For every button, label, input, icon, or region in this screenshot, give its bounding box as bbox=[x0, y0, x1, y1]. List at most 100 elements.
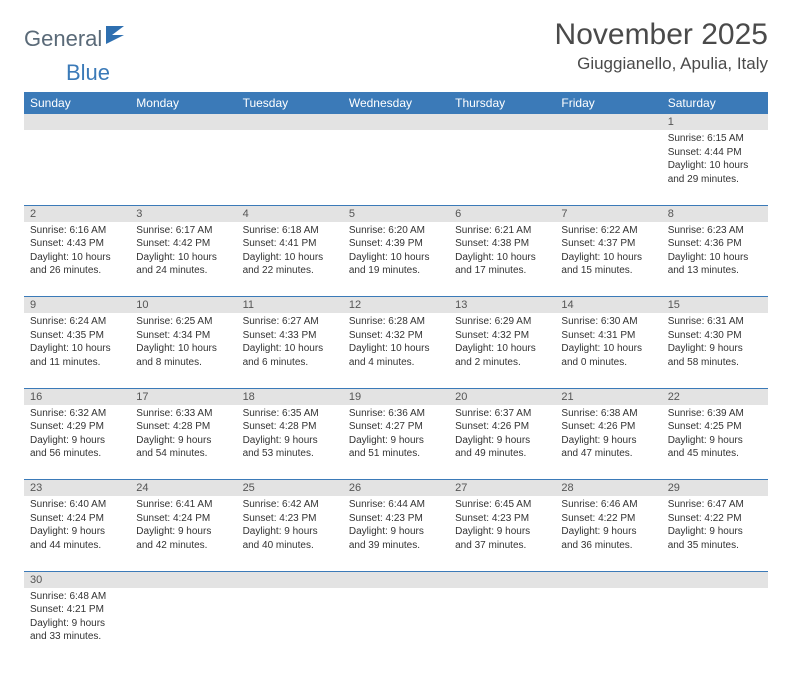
day-number: 5 bbox=[343, 205, 449, 222]
day-number: 7 bbox=[555, 205, 661, 222]
day-cell: Sunrise: 6:20 AMSunset: 4:39 PMDaylight:… bbox=[343, 222, 449, 297]
day-number-row: 1 bbox=[24, 114, 768, 130]
day-cell bbox=[130, 588, 236, 663]
day-cell: Sunrise: 6:44 AMSunset: 4:23 PMDaylight:… bbox=[343, 496, 449, 571]
day-number: 10 bbox=[130, 297, 236, 314]
day-number-row: 23242526272829 bbox=[24, 480, 768, 497]
week-row: Sunrise: 6:40 AMSunset: 4:24 PMDaylight:… bbox=[24, 496, 768, 571]
day-number: 20 bbox=[449, 388, 555, 405]
day-header: Wednesday bbox=[343, 92, 449, 114]
day-cell bbox=[555, 130, 661, 205]
day-cell bbox=[237, 130, 343, 205]
day-number: 26 bbox=[343, 480, 449, 497]
day-header: Tuesday bbox=[237, 92, 343, 114]
day-number: 21 bbox=[555, 388, 661, 405]
day-cell: Sunrise: 6:45 AMSunset: 4:23 PMDaylight:… bbox=[449, 496, 555, 571]
day-cell: Sunrise: 6:31 AMSunset: 4:30 PMDaylight:… bbox=[662, 313, 768, 388]
day-number: 16 bbox=[24, 388, 130, 405]
day-number: 25 bbox=[237, 480, 343, 497]
day-cell: Sunrise: 6:27 AMSunset: 4:33 PMDaylight:… bbox=[237, 313, 343, 388]
day-number: 17 bbox=[130, 388, 236, 405]
day-cell bbox=[343, 130, 449, 205]
day-number: 3 bbox=[130, 205, 236, 222]
day-number: 12 bbox=[343, 297, 449, 314]
day-number bbox=[343, 114, 449, 130]
day-cell: Sunrise: 6:30 AMSunset: 4:31 PMDaylight:… bbox=[555, 313, 661, 388]
day-number: 9 bbox=[24, 297, 130, 314]
month-title: November 2025 bbox=[555, 18, 768, 52]
day-number bbox=[449, 114, 555, 130]
day-number: 24 bbox=[130, 480, 236, 497]
day-header: Sunday bbox=[24, 92, 130, 114]
day-cell bbox=[449, 130, 555, 205]
day-number: 27 bbox=[449, 480, 555, 497]
day-header-row: SundayMondayTuesdayWednesdayThursdayFrid… bbox=[24, 92, 768, 114]
day-number: 22 bbox=[662, 388, 768, 405]
day-cell: Sunrise: 6:41 AMSunset: 4:24 PMDaylight:… bbox=[130, 496, 236, 571]
day-cell bbox=[130, 130, 236, 205]
day-number-row: 30 bbox=[24, 571, 768, 588]
week-row: Sunrise: 6:15 AMSunset: 4:44 PMDaylight:… bbox=[24, 130, 768, 205]
day-cell: Sunrise: 6:22 AMSunset: 4:37 PMDaylight:… bbox=[555, 222, 661, 297]
day-cell: Sunrise: 6:32 AMSunset: 4:29 PMDaylight:… bbox=[24, 405, 130, 480]
day-number: 23 bbox=[24, 480, 130, 497]
day-number: 18 bbox=[237, 388, 343, 405]
day-cell: Sunrise: 6:17 AMSunset: 4:42 PMDaylight:… bbox=[130, 222, 236, 297]
day-number-row: 2345678 bbox=[24, 205, 768, 222]
day-cell: Sunrise: 6:40 AMSunset: 4:24 PMDaylight:… bbox=[24, 496, 130, 571]
day-header: Friday bbox=[555, 92, 661, 114]
day-cell: Sunrise: 6:39 AMSunset: 4:25 PMDaylight:… bbox=[662, 405, 768, 480]
day-cell: Sunrise: 6:47 AMSunset: 4:22 PMDaylight:… bbox=[662, 496, 768, 571]
day-number: 11 bbox=[237, 297, 343, 314]
day-header: Saturday bbox=[662, 92, 768, 114]
week-row: Sunrise: 6:16 AMSunset: 4:43 PMDaylight:… bbox=[24, 222, 768, 297]
day-cell bbox=[662, 588, 768, 663]
day-cell bbox=[449, 588, 555, 663]
day-number: 14 bbox=[555, 297, 661, 314]
day-number: 28 bbox=[555, 480, 661, 497]
day-cell: Sunrise: 6:16 AMSunset: 4:43 PMDaylight:… bbox=[24, 222, 130, 297]
day-cell: Sunrise: 6:18 AMSunset: 4:41 PMDaylight:… bbox=[237, 222, 343, 297]
day-number: 4 bbox=[237, 205, 343, 222]
day-number bbox=[662, 571, 768, 588]
day-header: Thursday bbox=[449, 92, 555, 114]
week-row: Sunrise: 6:24 AMSunset: 4:35 PMDaylight:… bbox=[24, 313, 768, 388]
day-number: 30 bbox=[24, 571, 130, 588]
flag-icon bbox=[106, 26, 128, 49]
day-number: 13 bbox=[449, 297, 555, 314]
day-number: 8 bbox=[662, 205, 768, 222]
day-cell: Sunrise: 6:35 AMSunset: 4:28 PMDaylight:… bbox=[237, 405, 343, 480]
day-number-row: 9101112131415 bbox=[24, 297, 768, 314]
calendar-table: SundayMondayTuesdayWednesdayThursdayFrid… bbox=[24, 92, 768, 663]
location: Giuggianello, Apulia, Italy bbox=[555, 54, 768, 74]
day-cell: Sunrise: 6:29 AMSunset: 4:32 PMDaylight:… bbox=[449, 313, 555, 388]
day-cell: Sunrise: 6:48 AMSunset: 4:21 PMDaylight:… bbox=[24, 588, 130, 663]
day-cell bbox=[343, 588, 449, 663]
day-number bbox=[237, 571, 343, 588]
day-number: 1 bbox=[662, 114, 768, 130]
day-cell: Sunrise: 6:33 AMSunset: 4:28 PMDaylight:… bbox=[130, 405, 236, 480]
day-number bbox=[24, 114, 130, 130]
day-cell: Sunrise: 6:37 AMSunset: 4:26 PMDaylight:… bbox=[449, 405, 555, 480]
day-cell bbox=[555, 588, 661, 663]
week-row: Sunrise: 6:32 AMSunset: 4:29 PMDaylight:… bbox=[24, 405, 768, 480]
day-cell: Sunrise: 6:25 AMSunset: 4:34 PMDaylight:… bbox=[130, 313, 236, 388]
day-number bbox=[555, 571, 661, 588]
day-number bbox=[130, 114, 236, 130]
day-header: Monday bbox=[130, 92, 236, 114]
day-number bbox=[449, 571, 555, 588]
day-number bbox=[555, 114, 661, 130]
day-cell bbox=[24, 130, 130, 205]
logo-text-blue: Blue bbox=[66, 60, 110, 85]
day-cell: Sunrise: 6:24 AMSunset: 4:35 PMDaylight:… bbox=[24, 313, 130, 388]
day-number bbox=[237, 114, 343, 130]
day-cell: Sunrise: 6:36 AMSunset: 4:27 PMDaylight:… bbox=[343, 405, 449, 480]
week-row: Sunrise: 6:48 AMSunset: 4:21 PMDaylight:… bbox=[24, 588, 768, 663]
day-cell: Sunrise: 6:46 AMSunset: 4:22 PMDaylight:… bbox=[555, 496, 661, 571]
day-number: 29 bbox=[662, 480, 768, 497]
day-number: 6 bbox=[449, 205, 555, 222]
day-cell: Sunrise: 6:28 AMSunset: 4:32 PMDaylight:… bbox=[343, 313, 449, 388]
day-number bbox=[343, 571, 449, 588]
day-number: 19 bbox=[343, 388, 449, 405]
day-cell: Sunrise: 6:38 AMSunset: 4:26 PMDaylight:… bbox=[555, 405, 661, 480]
